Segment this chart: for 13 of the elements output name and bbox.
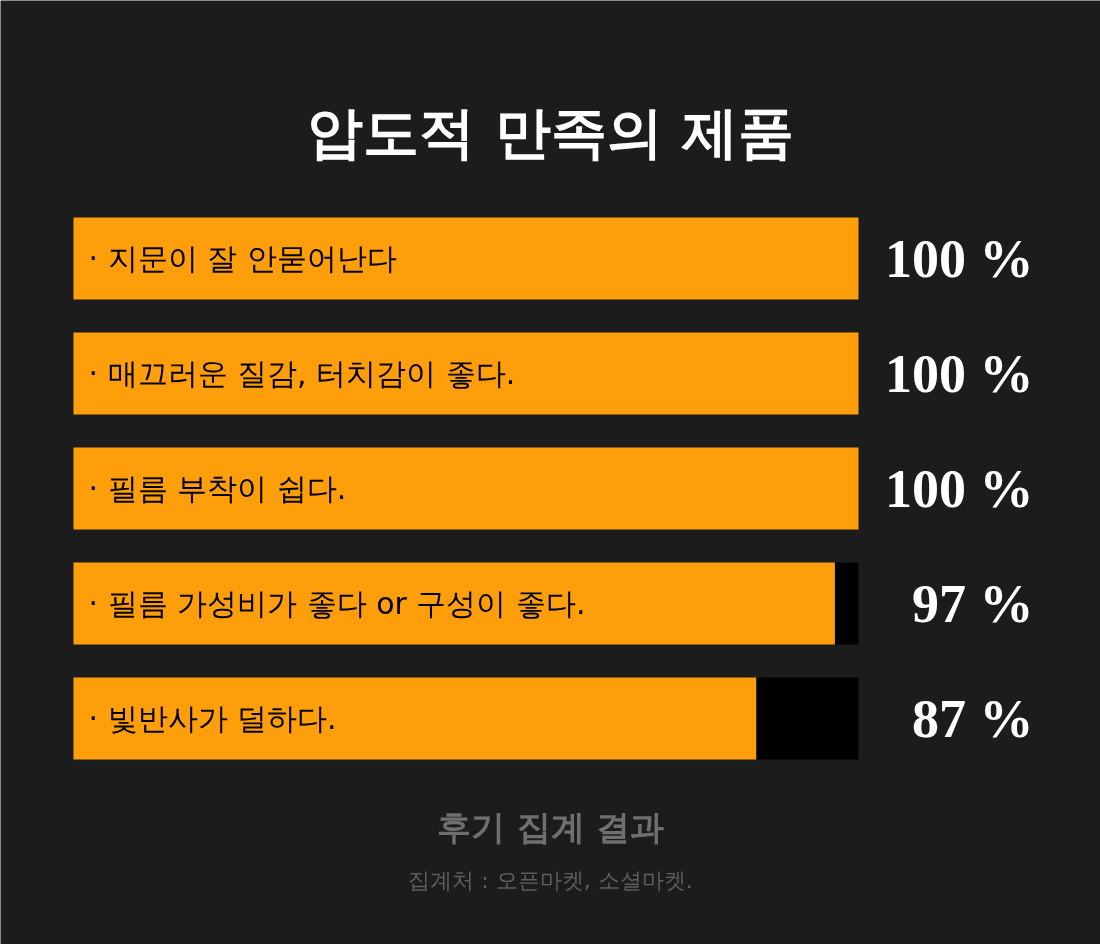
y-tick-label: · 필름 부착이 쉽다.	[88, 471, 347, 506]
text: 집계처 : 오픈마켓, 소셜마켓.	[408, 868, 693, 893]
y-tick-label: · 매끄러운 질감, 터치감이 좋다.	[88, 356, 516, 391]
chart-title: 압도적 만족의 제품	[307, 100, 794, 165]
data-label: 97 %	[912, 573, 1034, 634]
y-tick-label: · 지문이 잘 안묻어난다	[88, 241, 397, 276]
data-label: 100 %	[885, 343, 1034, 404]
y-tick-label: · 필름 가성비가 좋다 or 구성이 좋다.	[88, 586, 586, 621]
data-label: 100 %	[885, 228, 1034, 289]
data-label: 87 %	[912, 688, 1034, 749]
text: 후기 집계 결과	[436, 806, 665, 847]
y-tick-label: · 빛반사가 덜하다.	[88, 701, 337, 736]
data-label: 100 %	[885, 458, 1034, 519]
